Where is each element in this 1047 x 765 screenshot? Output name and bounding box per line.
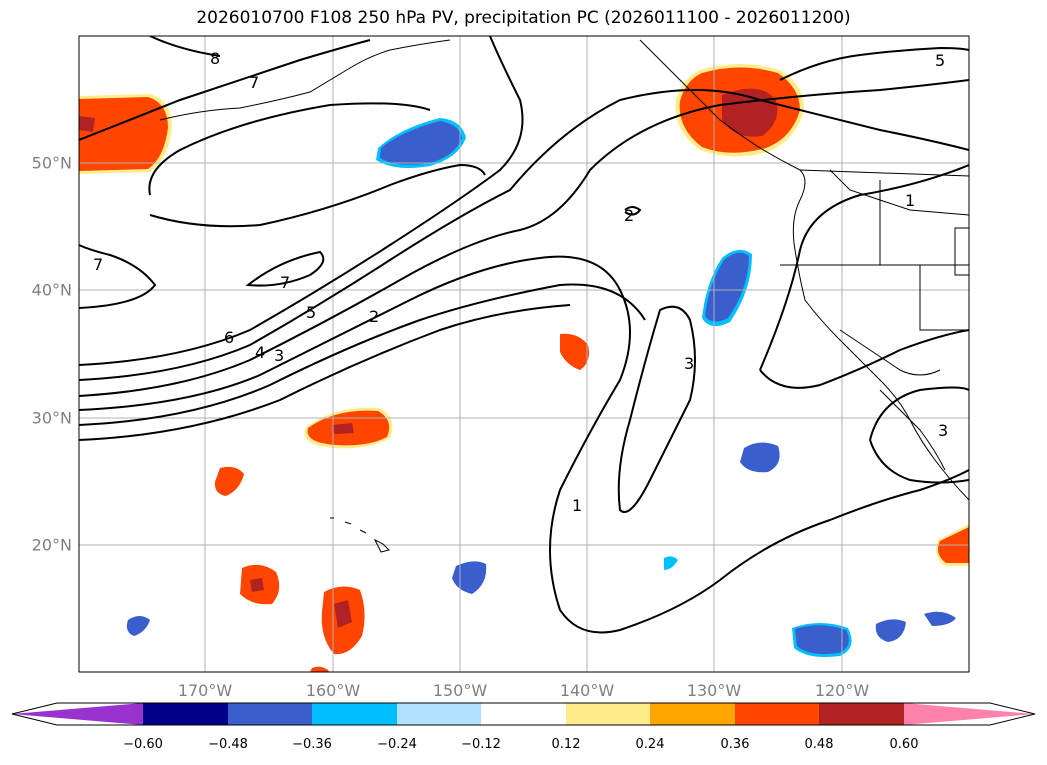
lon-label: 170°W <box>177 681 233 700</box>
precip-neg-small-6 <box>875 619 906 642</box>
contour-label: 2 <box>624 206 634 225</box>
contour-labels: 8 7 7 7 6 5 4 3 2 2 1 3 5 1 3 <box>93 49 948 515</box>
colorbar-tick-label: 0.24 <box>635 737 665 752</box>
pv-contours <box>79 36 969 634</box>
precip-neg-small-4 <box>664 556 678 570</box>
contour-label: 3 <box>274 346 284 365</box>
map-gridlines <box>79 36 969 672</box>
contour-label: 1 <box>905 191 915 210</box>
precip-neg-small-2 <box>452 561 487 594</box>
lon-label: 130°W <box>686 681 742 700</box>
contour-label: 5 <box>306 303 316 322</box>
colorbar-tick-label: 0.12 <box>551 737 581 752</box>
contour-label: 4 <box>255 343 265 362</box>
lon-label: 150°W <box>432 681 488 700</box>
lon-label: 120°W <box>814 681 870 700</box>
colorbar-tick-label: −0.60 <box>123 737 163 752</box>
precip-blob-small-1 <box>560 333 589 370</box>
lat-label: 20°N <box>31 535 72 555</box>
precip-neg-small-7 <box>924 611 956 626</box>
colorbar-tick-label: −0.48 <box>208 737 248 752</box>
colorbar-tick-label: 0.48 <box>804 737 834 752</box>
contour-label: 3 <box>684 354 694 373</box>
contour-label: 3 <box>938 421 948 440</box>
precip-neg-small-1 <box>740 442 780 473</box>
precip-neg-small-3 <box>126 616 150 636</box>
contour-label: 1 <box>572 496 582 515</box>
colorbar-tick-label: −0.12 <box>461 737 501 752</box>
precip-blob-small-5 <box>310 666 330 672</box>
lat-label: 40°N <box>31 280 72 300</box>
lat-label: 50°N <box>31 153 72 173</box>
colorbar-tick-label: 0.36 <box>720 737 750 752</box>
lon-label: 160°W <box>305 681 361 700</box>
colorbar-tick-label: −0.24 <box>377 737 417 752</box>
contour-label: 2 <box>369 307 379 326</box>
colorbar-tick-label: −0.36 <box>292 737 332 752</box>
contour-label: 7 <box>249 73 259 92</box>
lon-label: 140°W <box>559 681 615 700</box>
contour-label: 5 <box>935 51 945 70</box>
precip-blob-small-2 <box>214 466 244 496</box>
map-title: 2026010700 F108 250 hPa PV, precipitatio… <box>196 8 851 28</box>
contour-label: 6 <box>224 328 234 347</box>
contour-label: 7 <box>93 255 103 274</box>
contour-label: 8 <box>210 49 220 68</box>
precip-negative-areas <box>126 118 956 657</box>
colorbar-tick-label: 0.60 <box>889 737 919 752</box>
contour-label: 7 <box>280 273 290 292</box>
lat-label: 30°N <box>31 408 72 428</box>
plot-frame <box>78 35 970 673</box>
